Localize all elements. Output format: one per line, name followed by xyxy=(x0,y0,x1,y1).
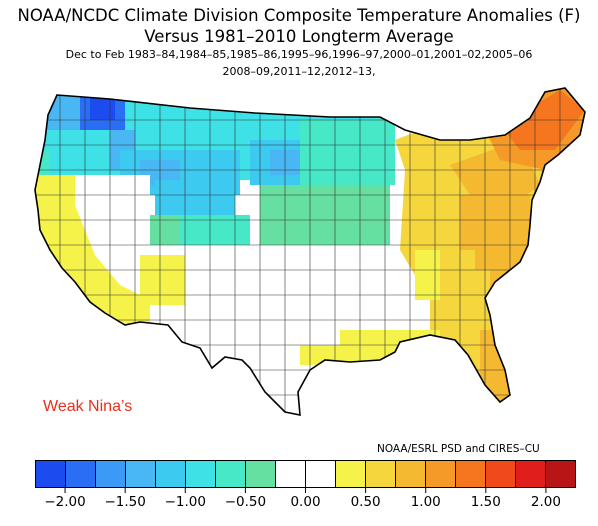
map-title-line2: Versus 1981–2010 Longterm Average xyxy=(144,27,454,46)
us-outline xyxy=(34,87,586,416)
colorbar-tick-label: −0.50 xyxy=(224,494,267,510)
colorbar-swatch xyxy=(456,461,486,487)
colorbar-swatch xyxy=(216,461,246,487)
colorbar-swatch xyxy=(306,461,336,487)
colorbar-swatch xyxy=(126,461,156,487)
colorbar-tick-label: −1.00 xyxy=(164,494,206,510)
division-boundaries xyxy=(35,88,585,415)
colorbar-labels: −2.00 −1.50 −1.00 −0.50 0.00 0.50 1.00 1.50 2.00 xyxy=(0,494,598,514)
data-credit: NOAA/ESRL PSD and CIRES–CU xyxy=(377,443,540,455)
map-title-line1: NOAA/NCDC Climate Division Composite Tem… xyxy=(17,6,581,25)
colorbar-swatch xyxy=(246,461,276,487)
weak-nina-annotation: Weak Nina’s xyxy=(43,398,133,415)
colorbar-tick-label: 1.50 xyxy=(470,494,501,510)
colorbar-swatch xyxy=(486,461,516,487)
colorbar-tick-label: 1.00 xyxy=(410,494,441,510)
colorbar-swatch xyxy=(96,461,126,487)
colorbar-swatch xyxy=(336,461,366,487)
colorbar-swatch xyxy=(276,461,306,487)
anomaly-fill-regions xyxy=(35,88,585,415)
colorbar-swatch xyxy=(396,461,426,487)
colorbar-tick-label: 2.00 xyxy=(530,494,561,510)
colorbar-swatch xyxy=(156,461,186,487)
colorbar-swatch xyxy=(426,461,456,487)
colorbar-swatch xyxy=(36,461,66,487)
colorbar-swatch xyxy=(516,461,546,487)
colorbar-ticks xyxy=(64,488,547,493)
map-subtitle-seasons: Dec to Feb 1983–84,1984–85,1985–86,1995–… xyxy=(65,48,533,61)
colorbar-tick-label: 0.00 xyxy=(290,494,321,510)
colorbar-swatch xyxy=(366,461,396,487)
colorbar-swatch xyxy=(186,461,216,487)
colorbar-swatch xyxy=(66,461,96,487)
colorbar-tick-label: −2.00 xyxy=(44,494,86,510)
colorbar-tick-label: −1.50 xyxy=(104,494,146,510)
colorbar-swatch xyxy=(546,461,575,487)
colorbar xyxy=(35,460,576,488)
map-subtitle-seasons-cont: 2008–09,2011–12,2012–13, xyxy=(222,65,376,78)
colorbar-tick-label: 0.50 xyxy=(350,494,381,510)
